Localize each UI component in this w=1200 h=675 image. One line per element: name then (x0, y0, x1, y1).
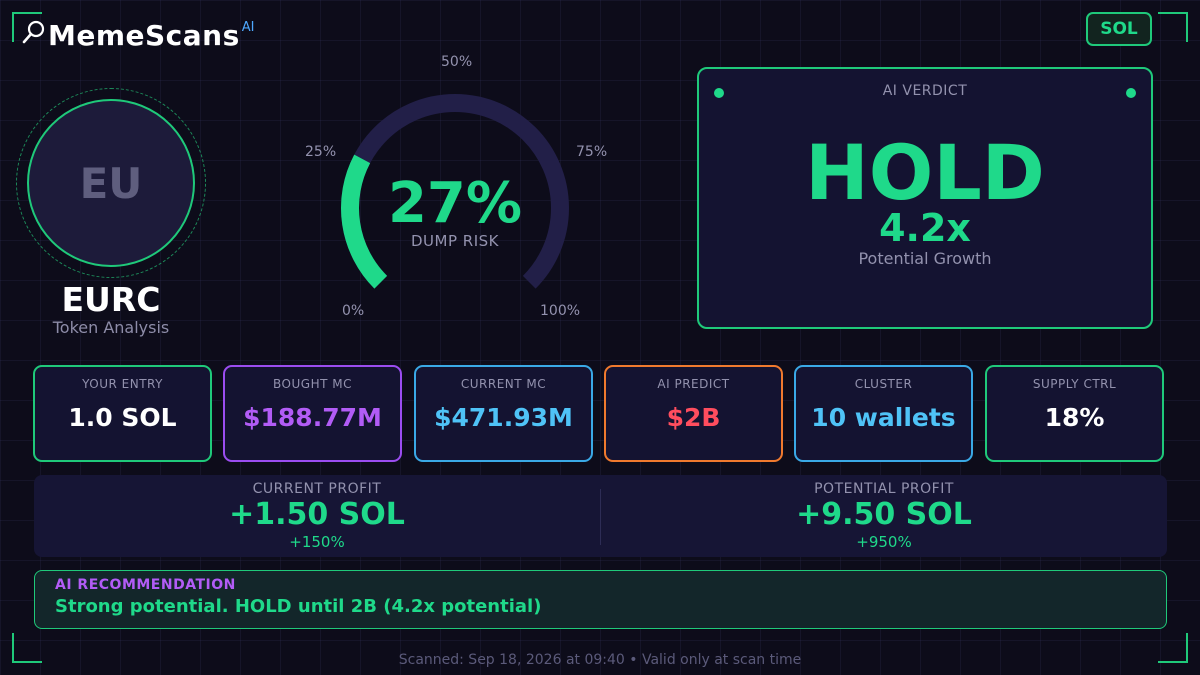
stat-label: BOUGHT MC (273, 377, 352, 391)
verdict-subtitle: Potential Growth (858, 249, 992, 268)
stat-card-supply-ctrl: SUPPLY CTRL 18% (985, 365, 1164, 462)
current-profit-value: +1.50 SOL (229, 497, 405, 532)
verdict-value: HOLD (805, 128, 1045, 217)
profit-panel: CURRENT PROFIT +1.50 SOL +150% POTENTIAL… (34, 475, 1167, 557)
potential-profit-percent: +950% (856, 533, 912, 551)
stat-card-current-mc: CURRENT MC $471.93M (414, 365, 593, 462)
stat-label: CLUSTER (854, 377, 913, 391)
frame-corner-top-right (1158, 12, 1188, 42)
magnifier-icon (22, 20, 45, 44)
token-subtitle: Token Analysis (52, 318, 170, 337)
stat-label: SUPPLY CTRL (1032, 377, 1117, 391)
ai-verdict-panel: AI VERDICT HOLD 4.2x Potential Growth (697, 67, 1153, 329)
gauge-fill (341, 154, 388, 289)
token-symbol: EURC (61, 280, 161, 319)
frame-corner-top-left (12, 12, 42, 42)
dump-risk-value: 27% (387, 171, 523, 236)
recommendation-text: Strong potential. HOLD until 2B (4.2x po… (55, 596, 542, 617)
avatar-ring (16, 88, 206, 278)
gauge-tick-75: 75% (576, 144, 608, 160)
stat-card-ai-predict: AI PREDICT $2B (604, 365, 783, 462)
stat-card-bought-mc: BOUGHT MC $188.77M (223, 365, 402, 462)
scan-footer: Scanned: Sep 18, 2026 at 09:40 • Valid o… (398, 652, 802, 668)
stat-card-your-entry: YOUR ENTRY 1.0 SOL (33, 365, 212, 462)
current-profit-label: CURRENT PROFIT (252, 481, 382, 497)
verdict-multiplier: 4.2x (879, 206, 971, 250)
ai-recommendation-panel: AI RECOMMENDATION Strong potential. HOLD… (34, 570, 1167, 629)
stat-value: $188.77M (243, 403, 382, 432)
verdict-label: AI VERDICT (882, 83, 968, 99)
potential-profit-label: POTENTIAL PROFIT (814, 481, 954, 497)
current-profit: CURRENT PROFIT +1.50 SOL +150% (34, 481, 600, 551)
gauge-tick-0: 0% (342, 303, 365, 319)
stat-label: YOUR ENTRY (82, 377, 163, 391)
profit-divider (600, 489, 601, 545)
stat-value: 18% (1044, 403, 1105, 432)
status-dot-left (714, 88, 724, 98)
recommendation-label: AI RECOMMENDATION (55, 577, 236, 593)
gauge-tick-25: 25% (305, 144, 337, 160)
frame-corner-bottom-right (1158, 633, 1188, 663)
chain-selector-button[interactable]: SOL (1086, 12, 1152, 46)
potential-profit: POTENTIAL PROFIT +9.50 SOL +950% (601, 481, 1167, 551)
stat-card-cluster: CLUSTER 10 wallets (794, 365, 973, 462)
stat-value: $471.93M (434, 403, 573, 432)
gauge-tick-50: 50% (441, 54, 473, 70)
gauge-tick-100: 100% (540, 303, 581, 319)
brand-ai-badge: AI (241, 20, 255, 35)
potential-profit-value: +9.50 SOL (796, 497, 972, 532)
stat-value: 10 wallets (811, 403, 956, 432)
status-dot-right (1126, 88, 1136, 98)
stat-label: CURRENT MC (460, 377, 547, 391)
dump-risk-caption: DUMP RISK (411, 232, 499, 250)
brand-logo: MemeScans AI (22, 18, 255, 54)
stat-label: AI PREDICT (657, 377, 730, 391)
stat-value: 1.0 SOL (68, 403, 177, 432)
dump-risk-gauge (341, 94, 569, 289)
brand-name: MemeScans (48, 19, 240, 52)
frame-corner-bottom-left (12, 633, 42, 663)
token-avatar: EU (27, 99, 195, 267)
stat-value: $2B (666, 403, 721, 432)
current-profit-percent: +150% (289, 533, 345, 551)
